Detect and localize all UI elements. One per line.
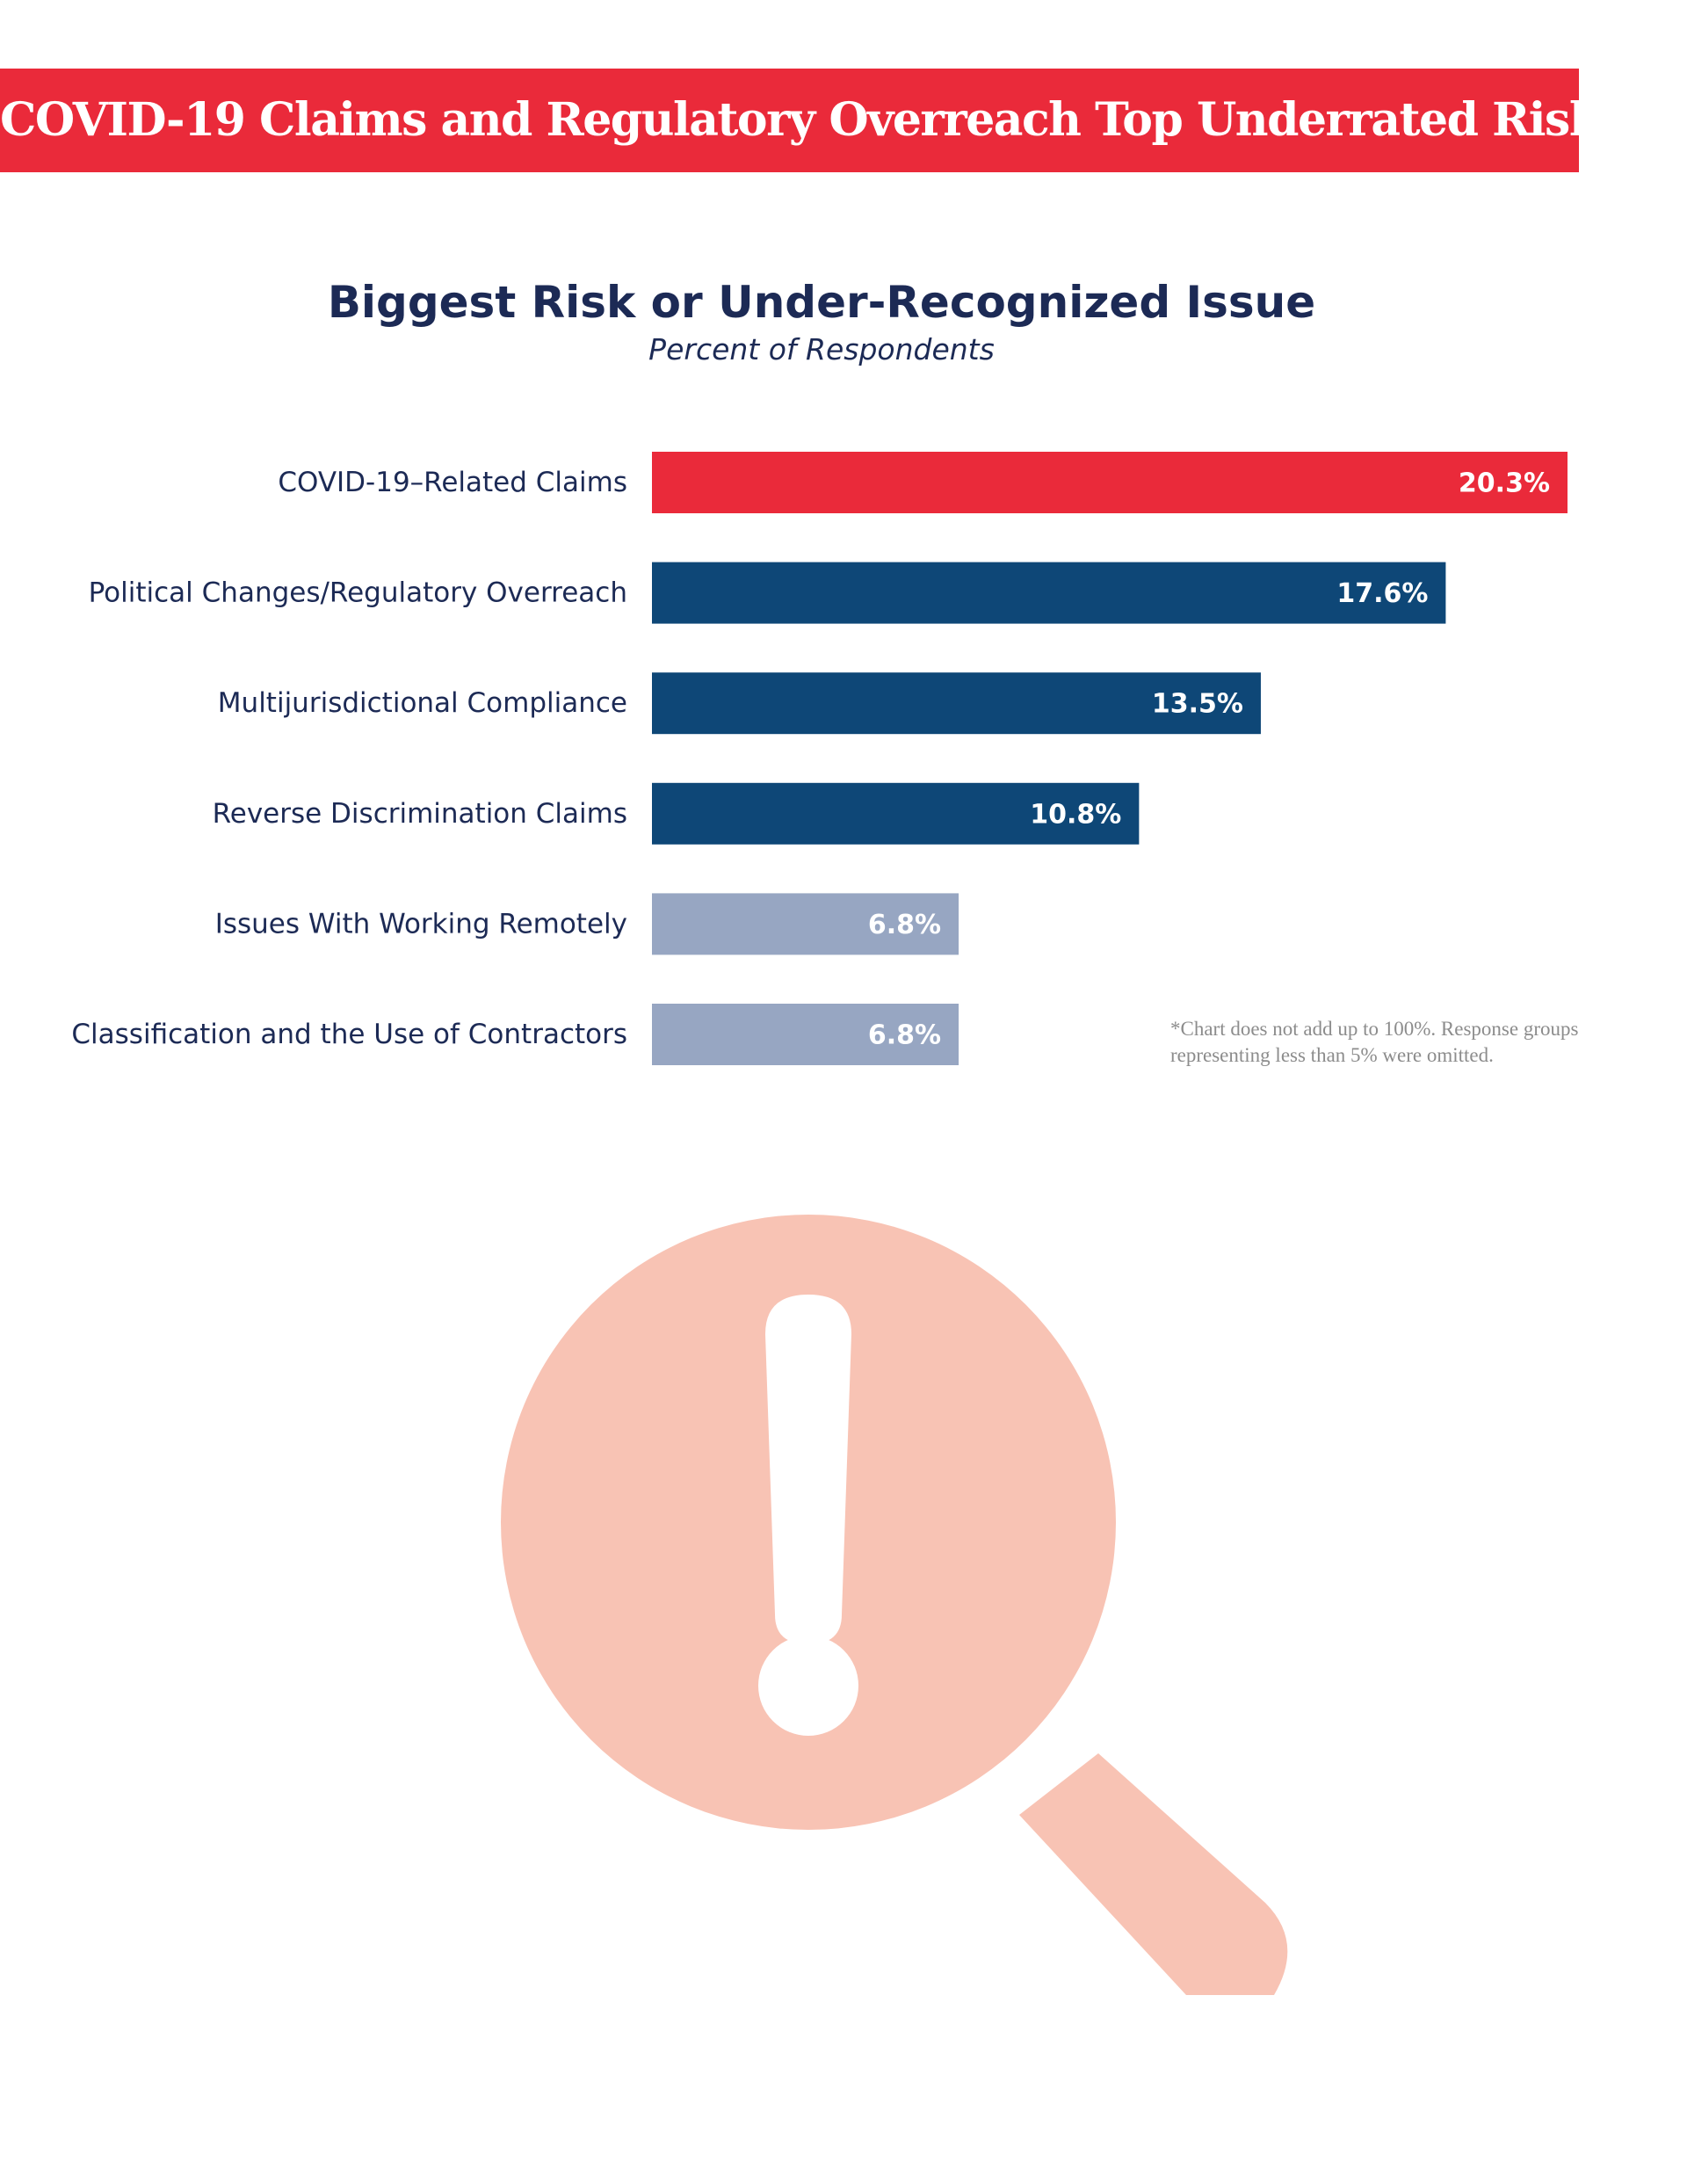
bar <box>652 562 1446 624</box>
magnifier-shape <box>501 1215 1288 1995</box>
value-label: 6.8% <box>868 910 941 940</box>
magnifying-glass-exclamation-icon <box>501 1215 1288 1995</box>
chart-subtitle: Percent of Respondents <box>648 332 995 366</box>
category-label: Classification and the Use of Contractor… <box>71 1019 627 1050</box>
title-banner: COVID-19 Claims and Regulatory Overreach… <box>0 69 1625 172</box>
value-label: 20.3% <box>1459 468 1550 499</box>
category-label: COVID-19–Related Claims <box>278 467 627 498</box>
bar <box>652 1004 959 1065</box>
value-label: 6.8% <box>868 1020 941 1051</box>
exclamation-mark <box>758 1295 858 1736</box>
bar <box>652 782 1140 845</box>
bar-chart: COVID-19–Related Claims 20.3% Political Ch… <box>71 452 1568 1065</box>
chart-title: Biggest Risk or Under-Recognized Issue <box>327 277 1316 328</box>
value-label: 13.5% <box>1152 689 1243 720</box>
bar <box>652 452 1568 513</box>
category-label: Issues With Working Remotely <box>215 908 627 940</box>
value-label: 10.8% <box>1030 799 1121 830</box>
value-label: 17.6% <box>1336 578 1428 609</box>
category-label: Multijurisdictional Compliance <box>218 687 627 719</box>
category-label: Reverse Discrimination Claims <box>213 798 627 830</box>
bar <box>652 893 959 955</box>
bar <box>652 672 1261 735</box>
category-label: Political Changes/Regulatory Overreach <box>89 577 627 609</box>
page-title: COVID-19 Claims and Regulatory Overreach… <box>0 93 1625 147</box>
chart-footnote: *Chart does not add up to 100%. Response… <box>1170 1018 1579 1066</box>
